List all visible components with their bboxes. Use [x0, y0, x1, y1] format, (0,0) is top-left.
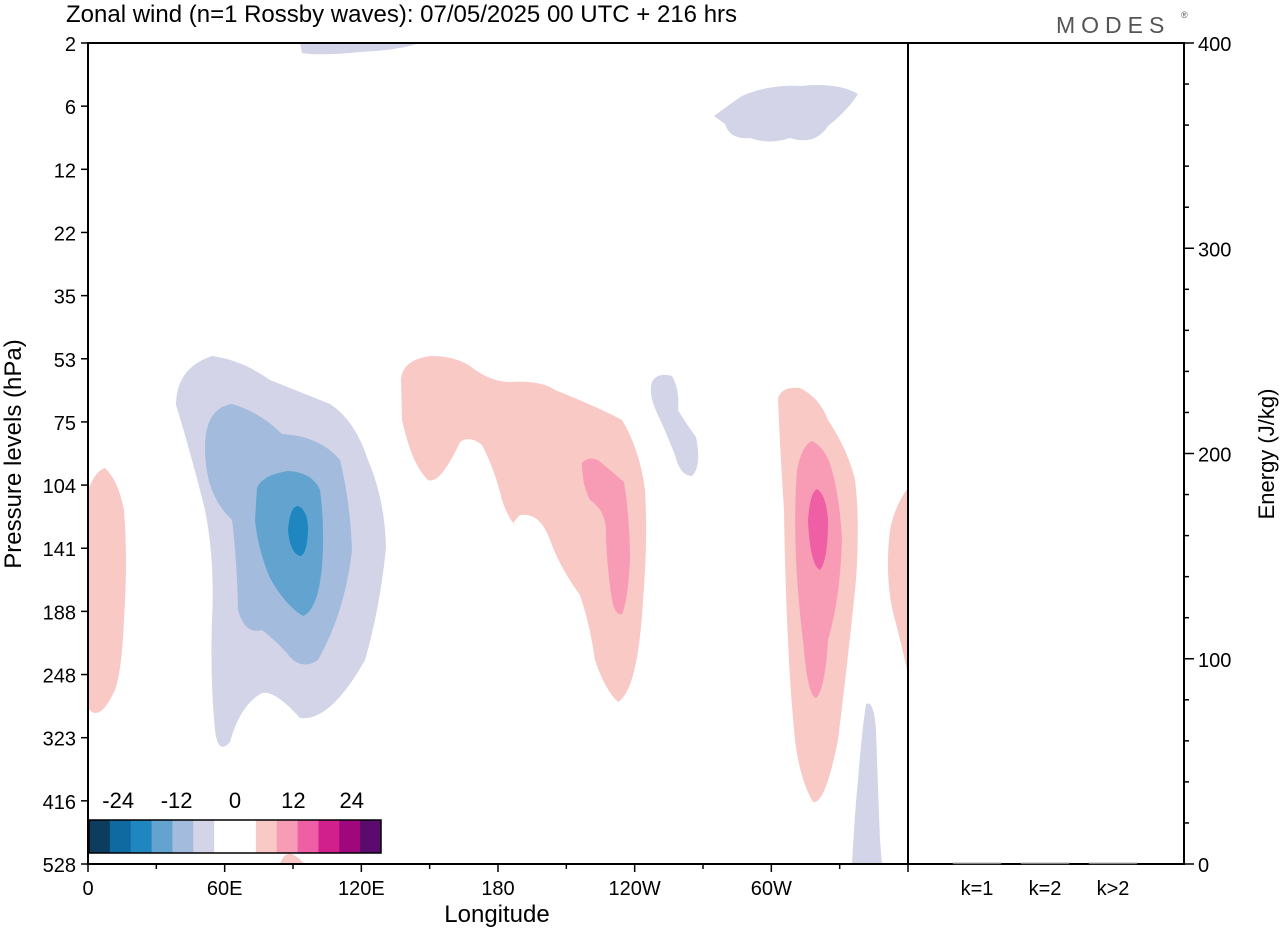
colorbar-swatch: [172, 820, 194, 853]
contour-neg-surface: [852, 703, 882, 864]
contour-neg-dateline: [650, 374, 699, 476]
colorbar-tick-label: -12: [161, 788, 193, 813]
pressure-tick-label: 75: [54, 413, 76, 435]
longitude-tick-label: 120E: [338, 878, 385, 900]
contour-pos-greenwich: [88, 468, 126, 714]
contour-neg-upper: [300, 43, 420, 55]
energy-tick-label: 400: [1198, 34, 1231, 56]
pressure-tick-label: 22: [54, 223, 76, 245]
modes-logo: MODES: [1056, 12, 1170, 38]
colorbar-swatch: [255, 820, 278, 853]
colorbar-tick-label: 12: [281, 788, 305, 813]
colorbar: -24 -12 0 12 24: [88, 788, 382, 854]
contour-neg-indian-inner: [255, 471, 324, 616]
pressure-tick-label: 141: [43, 539, 76, 561]
pressure-tick-label: 6: [65, 97, 76, 119]
contour-neg-indian-core: [288, 506, 308, 556]
energy-bar: [1088, 862, 1138, 865]
colorbar-swatch: [339, 820, 361, 853]
energy-axis: 0 100 200 300 400: [1184, 34, 1231, 877]
pressure-axis: 2 6 12 22 35 53 75 104 141 188 248 323 416 528: [43, 34, 88, 877]
contour-pos-pacific-outer: [401, 356, 647, 702]
contour-pos-eastedge: [887, 488, 908, 675]
colorbar-swatch: [89, 820, 111, 853]
energy-tick-label: 100: [1198, 650, 1231, 672]
longitude-tick-label: 60E: [207, 878, 243, 900]
energy-tick-label: 300: [1198, 239, 1231, 261]
pressure-tick-label: 248: [43, 666, 76, 688]
energy-tick-label: 0: [1198, 855, 1209, 877]
energy-bar: [1020, 862, 1070, 865]
energy-bar: [952, 862, 1002, 865]
pressure-tick-label: 104: [43, 476, 76, 498]
colorbar-swatch: [193, 820, 215, 853]
longitude-tick-label: 60W: [751, 878, 792, 900]
energy-category-label: k=2: [1029, 878, 1062, 900]
pressure-tick-label: 323: [43, 729, 76, 751]
pressure-tick-label: 53: [54, 350, 76, 372]
pressure-tick-label: 12: [54, 160, 76, 182]
colorbar-tick-label: 0: [229, 788, 241, 813]
contour-pos-pacific-inner: [582, 458, 630, 615]
contour-pos-americas-core: [808, 489, 828, 570]
longitude-axis: 0 60E 120E 180 120W 60W: [82, 864, 909, 900]
chart-title: Zonal wind (n=1 Rossby waves): 07/05/202…: [66, 1, 737, 28]
longitude-axis-label: Longitude: [444, 901, 549, 928]
pressure-axis-label: Pressure levels (hPa): [0, 339, 27, 568]
energy-axis-label: Energy (J/kg): [1254, 389, 1279, 520]
contour-neg-6hpa: [714, 85, 858, 142]
longitude-tick-label: 0: [82, 878, 93, 900]
colorbar-swatch: [235, 820, 257, 853]
colorbar-swatch: [214, 820, 236, 853]
energy-category-label: k>2: [1097, 878, 1130, 900]
colorbar-swatch: [151, 820, 173, 853]
contour-pos-americas-mid: [795, 441, 842, 698]
colorbar-tick-label: -24: [102, 788, 134, 813]
pressure-tick-label: 188: [43, 602, 76, 624]
pressure-tick-label: 2: [65, 34, 76, 56]
energy-tick-label: 200: [1198, 445, 1231, 467]
colorbar-tick-label: 24: [340, 788, 364, 813]
pressure-tick-label: 416: [43, 792, 76, 814]
longitude-tick-label: 180: [481, 878, 514, 900]
logo-registered-mark: ®: [1181, 10, 1188, 20]
pressure-tick-label: 528: [43, 855, 76, 877]
colorbar-swatch: [297, 820, 319, 853]
energy-bars: k=1 k=2 k>2: [952, 862, 1138, 900]
colorbar-swatch: [360, 820, 382, 853]
colorbar-swatches: [89, 820, 382, 853]
energy-category-label: k=1: [961, 878, 994, 900]
colorbar-swatch: [130, 820, 153, 853]
longitude-tick-label: 120W: [609, 878, 661, 900]
colorbar-swatch: [109, 820, 132, 853]
pressure-tick-label: 35: [54, 287, 76, 309]
colorbar-swatch: [276, 820, 299, 853]
contour-pos-bottom: [280, 853, 304, 864]
colorbar-swatch: [318, 820, 340, 853]
colorbar-labels: -24 -12 0 12 24: [102, 788, 364, 813]
contour-fills: [88, 43, 908, 864]
energy-plot-frame: [907, 42, 1185, 865]
